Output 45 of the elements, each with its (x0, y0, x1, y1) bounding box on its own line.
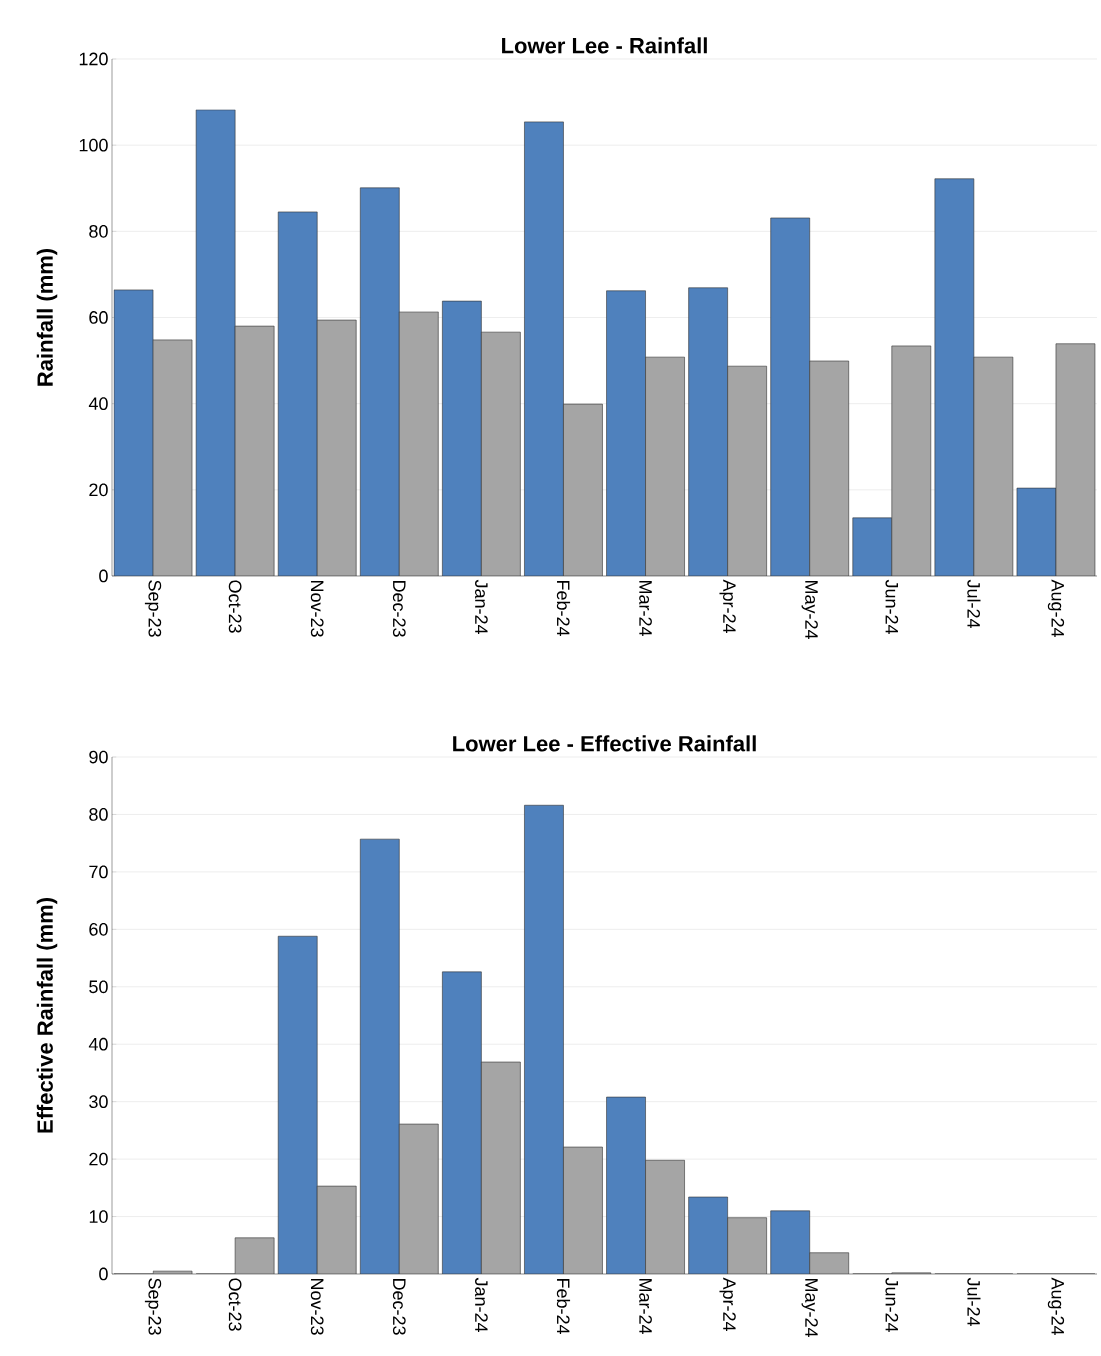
y-tick-label: 60 (89, 311, 108, 324)
x-tick-label: Oct-23 (228, 580, 242, 633)
x-tick-label: Mar-24 (639, 1279, 652, 1335)
y-tick-label: 90 (89, 750, 108, 764)
x-tick-label: Jul-24 (967, 1277, 981, 1327)
y-axis-title: Effective Rainfall (mm) (36, 898, 58, 1133)
x-tick-label: Sep-23 (144, 580, 162, 637)
y-axis-title: Rainfall (mm) (36, 248, 58, 386)
x-tick-label: Jul-24 (967, 579, 981, 629)
x-tick-label: Feb-24 (556, 581, 571, 637)
y-tick-label: 20 (89, 1152, 108, 1166)
y-tick-label: 40 (88, 1037, 108, 1051)
y-tick-label: 120 (79, 52, 108, 66)
x-tick-label: Apr-24 (719, 579, 736, 634)
y-tick-label: 10 (89, 1210, 108, 1223)
y-tick-label: 40 (88, 397, 108, 411)
x-tick-label: Oct-23 (228, 1278, 242, 1331)
x-tick-label: Nov-23 (310, 1279, 324, 1335)
y-tick-label: 50 (89, 980, 108, 994)
x-tick-label: Sep-23 (144, 1278, 162, 1335)
x-tick-label: Jan-24 (475, 1277, 488, 1333)
chart-title: Lower Lee - Effective Rainfall (453, 735, 756, 752)
y-tick-label: 80 (89, 224, 108, 238)
x-tick-label: Feb-24 (556, 1279, 571, 1335)
x-tick-label: Aug-24 (1047, 1277, 1065, 1336)
y-tick-label: 100 (79, 138, 108, 152)
x-tick-label: Dec-23 (392, 1279, 406, 1335)
x-tick-label: Jan-24 (475, 579, 488, 635)
x-tick-label: Mar-24 (639, 581, 652, 637)
y-tick-label: 0 (99, 1267, 108, 1281)
y-tick-label: 60 (89, 922, 108, 936)
x-tick-label: Jun-24 (885, 579, 899, 635)
y-tick-label: 0 (99, 569, 108, 583)
y-tick-label: 20 (89, 483, 108, 497)
x-tick-label: Jun-24 (885, 1277, 899, 1333)
x-tick-label: Aug-24 (1047, 579, 1065, 638)
y-tick-label: 80 (89, 808, 108, 821)
x-tick-label: Dec-23 (392, 581, 406, 637)
y-tick-label: 30 (89, 1095, 108, 1109)
x-tick-label: Nov-23 (310, 581, 324, 637)
x-tick-label: May-24 (801, 1279, 818, 1338)
x-tick-label: Apr-24 (719, 1277, 736, 1332)
y-tick-label: 70 (89, 865, 108, 879)
chart-title: Lower Lee - Rainfall (502, 37, 707, 54)
x-tick-label: May-24 (801, 581, 818, 640)
